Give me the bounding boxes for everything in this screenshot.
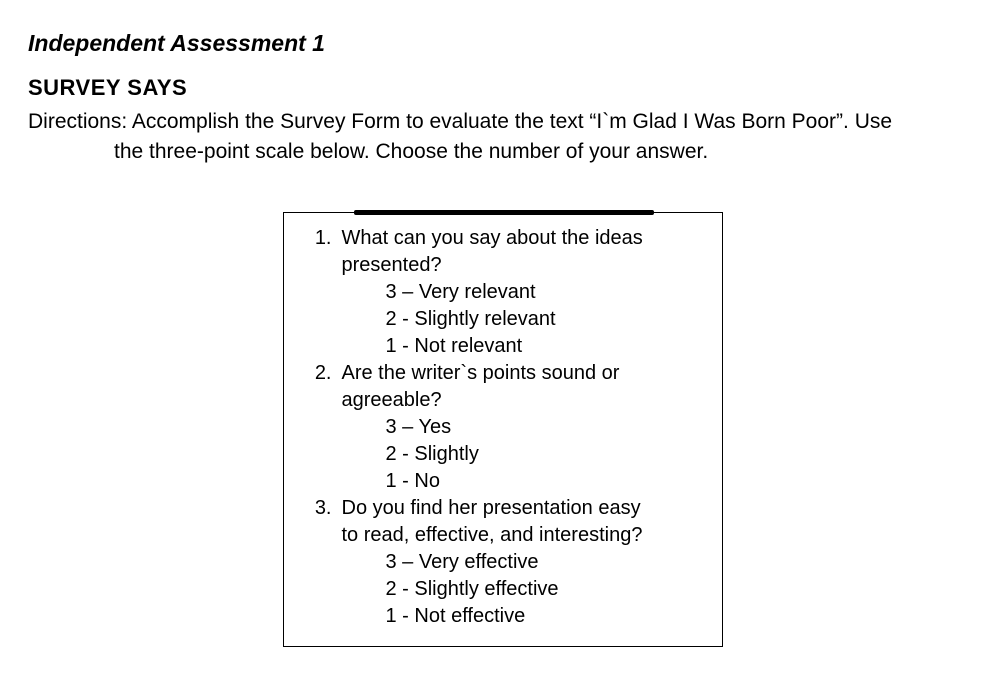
question-3-option-1: 1 - Not effective xyxy=(302,603,704,630)
question-1-row: 1. What can you say about the ideas pres… xyxy=(302,225,704,279)
question-2-option-1: 1 - No xyxy=(302,468,704,495)
question-2-line2: agreeable? xyxy=(342,387,704,414)
directions-line-2: the three-point scale below. Choose the … xyxy=(28,137,977,167)
question-3-option-3: 3 – Very effective xyxy=(302,549,704,576)
survey-wrap: 1. What can you say about the ideas pres… xyxy=(28,212,977,647)
question-1-text: What can you say about the ideas present… xyxy=(342,225,704,279)
directions-line-1: Directions: Accomplish the Survey Form t… xyxy=(28,107,977,137)
question-1-option-1: 1 - Not relevant xyxy=(302,333,704,360)
survey-topbar xyxy=(354,210,654,215)
question-2-option-2: 2 - Slightly xyxy=(302,441,704,468)
section-title: SURVEY SAYS xyxy=(28,75,977,101)
question-3-number: 3. xyxy=(302,495,342,549)
question-3-line2: to read, effective, and interesting? xyxy=(342,522,704,549)
question-1-option-3: 3 – Very relevant xyxy=(302,279,704,306)
question-3-row: 3. Do you find her presentation easy to … xyxy=(302,495,704,549)
question-1-line2: presented? xyxy=(342,252,704,279)
page: Independent Assessment 1 SURVEY SAYS Dir… xyxy=(0,0,1005,647)
question-1-line1: What can you say about the ideas xyxy=(342,225,704,252)
question-3-line1: Do you find her presentation easy xyxy=(342,495,704,522)
survey-box: 1. What can you say about the ideas pres… xyxy=(283,212,723,647)
question-2-text: Are the writer`s points sound or agreeab… xyxy=(342,360,704,414)
directions-block: Directions: Accomplish the Survey Form t… xyxy=(28,107,977,168)
question-1-option-2: 2 - Slightly relevant xyxy=(302,306,704,333)
question-3-text: Do you find her presentation easy to rea… xyxy=(342,495,704,549)
question-1-number: 1. xyxy=(302,225,342,279)
question-2-number: 2. xyxy=(302,360,342,414)
question-2-line1: Are the writer`s points sound or xyxy=(342,360,704,387)
question-3-option-2: 2 - Slightly effective xyxy=(302,576,704,603)
assessment-title: Independent Assessment 1 xyxy=(28,30,977,57)
question-2-row: 2. Are the writer`s points sound or agre… xyxy=(302,360,704,414)
question-2-option-3: 3 – Yes xyxy=(302,414,704,441)
